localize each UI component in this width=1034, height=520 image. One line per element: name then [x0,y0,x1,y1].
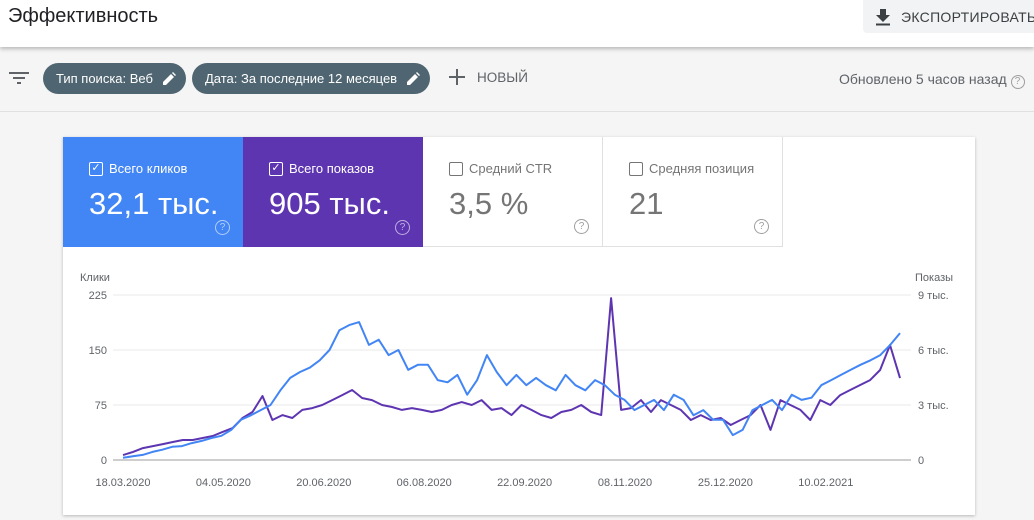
left-axis-label: Клики [80,272,110,284]
right-tick-label: 3 тыс. [918,400,949,412]
right-tick-label: 6 тыс. [918,345,949,357]
metric-value: 32,1 тыс. [89,186,219,221]
right-tick-label: 0 [918,455,924,467]
x-tick-label: 10.02.2021 [798,477,853,489]
header: Эффективность ЭКСПОРТИРОВАТЬ [0,0,1034,47]
filter-bar: Тип поиска: Веб Дата: За последние 12 ме… [0,47,1034,112]
chip-label: Дата: За последние 12 месяцев [205,71,398,86]
metric-label: Всего кликов [109,161,188,176]
help-icon[interactable]: ? [215,220,230,235]
right-tick-label: 9 тыс. [918,290,949,302]
left-tick-label: 150 [89,345,107,357]
clicks-series-line [122,321,901,459]
export-label: ЭКСПОРТИРОВАТЬ [901,8,1034,25]
right-axis-label: Показы [915,272,953,284]
updated-text: Обновлено 5 часов назад [839,71,1007,87]
filter-icon[interactable] [9,71,29,85]
export-button[interactable]: ЭКСПОРТИРОВАТЬ [863,0,1034,33]
checkbox-checked-icon[interactable]: ✓ [89,161,103,176]
impressions-series-line [122,297,901,457]
checkbox-checked-icon[interactable]: ✓ [269,161,283,176]
help-icon[interactable]: ? [395,220,410,235]
performance-chart: Клики Показы 225 9 тыс. 150 6 тыс. 75 3 тыс. 0… [80,272,953,489]
date-chip[interactable]: Дата: За последние 12 месяцев [192,63,431,94]
help-icon[interactable]: ? [1010,75,1025,89]
updated-status: Обновлено 5 часов назад ? [839,71,1025,89]
left-tick-label: 0 [101,455,107,467]
metric-tile-ctr[interactable]: Средний CTR 3,5 % ? [423,137,603,247]
left-tick-label: 225 [89,290,107,302]
page-title: Эффективность [8,5,159,27]
metric-tile-position[interactable]: Средняя позиция 21 ? [603,137,783,247]
metric-tile-clicks[interactable]: ✓ Всего кликов 32,1 тыс. ? [63,137,243,247]
edit-icon [407,72,421,85]
help-icon[interactable]: ? [574,219,589,234]
download-icon [876,8,890,25]
performance-card: ✓ Всего кликов 32,1 тыс. ? ✓ Всего показов… [63,137,975,515]
metric-label: Средний CTR [469,161,553,176]
x-tick-label: 06.08.2020 [397,477,452,489]
metric-label: Средняя позиция [649,161,755,176]
new-filter-label: НОВЫЙ [477,69,528,85]
x-tick-label: 18.03.2020 [95,477,150,489]
help-icon[interactable]: ? [754,219,769,234]
checkbox-unchecked-icon[interactable] [629,161,643,176]
new-filter-button[interactable]: НОВЫЙ [449,69,528,85]
x-tick-label: 20.06.2020 [296,477,351,489]
x-tick-label: 04.05.2020 [196,477,251,489]
metric-tile-impressions[interactable]: ✓ Всего показов 905 тыс. ? [243,137,423,247]
checkbox-unchecked-icon[interactable] [449,161,463,176]
metric-value: 3,5 % [449,186,529,221]
edit-icon [162,72,176,85]
x-tick-label: 22.09.2020 [497,477,552,489]
metric-value: 21 [629,186,664,221]
metric-label: Всего показов [289,161,374,176]
plus-icon [449,69,465,85]
metric-value: 905 тыс. [269,186,390,221]
search-type-chip[interactable]: Тип поиска: Веб [43,63,186,94]
left-tick-label: 75 [95,400,107,412]
x-tick-label: 25.12.2020 [698,477,753,489]
x-tick-label: 08.11.2020 [598,477,652,489]
chip-label: Тип поиска: Веб [56,71,153,86]
